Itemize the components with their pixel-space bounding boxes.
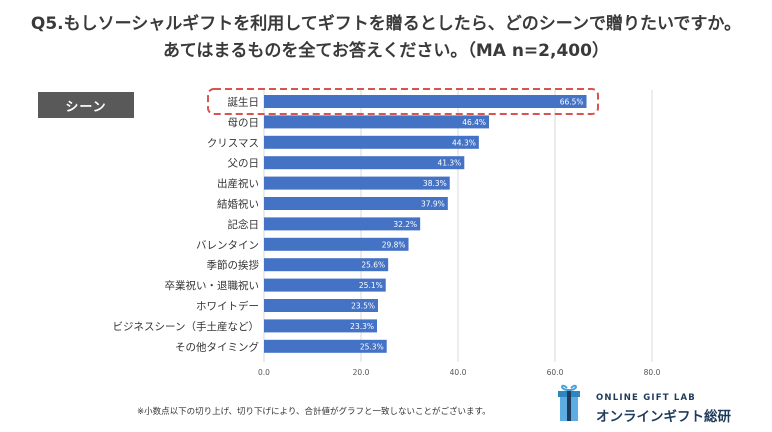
gift-box-icon [558, 384, 580, 421]
scene-label-tag: シーン [38, 92, 134, 118]
bar [264, 197, 448, 210]
value-label: 25.3% [360, 342, 384, 351]
value-label: 66.5% [560, 98, 584, 107]
footnote: ※小数点以下の切り上げ、切り下げにより、合計値がグラフと一致しないことがございま… [137, 407, 491, 417]
x-tick-label: 20.0 [353, 368, 370, 377]
highlight-box [207, 88, 599, 115]
bar [264, 95, 587, 108]
category-label: 父の日 [228, 158, 260, 170]
category-label: ホワイトデー [196, 300, 259, 313]
bar [264, 299, 378, 312]
category-label: 母の日 [228, 117, 260, 129]
bar [264, 176, 450, 190]
bar [264, 217, 421, 231]
category-label: ビジネスシーン（手土産など） [113, 320, 259, 333]
chart-title-line-2: あてはまるものを全てお答えください。（MA n=2,400） [163, 41, 609, 61]
bar [264, 278, 386, 292]
bar [264, 135, 479, 149]
value-label: 25.6% [361, 261, 385, 270]
logo-text-japanese: オンラインギフト総研 [596, 409, 731, 425]
bar [264, 258, 389, 272]
value-label: 41.3% [437, 159, 461, 168]
bar [264, 156, 465, 170]
value-label: 29.8% [382, 240, 406, 249]
category-label: 結婚祝い [217, 198, 259, 211]
value-label: 44.3% [452, 138, 476, 147]
x-tick-label: 80.0 [644, 368, 661, 377]
bar [264, 237, 409, 251]
bar [264, 319, 378, 333]
bar [264, 339, 387, 353]
value-label: 25.1% [359, 281, 383, 290]
category-label: 誕生日 [228, 96, 260, 109]
value-label: 32.2% [393, 220, 417, 229]
bar [264, 115, 490, 129]
logo-text-english: ONLINE GIFT LAB [596, 393, 696, 403]
x-tick-label: 60.0 [547, 368, 564, 377]
category-label: バレンタイン [196, 239, 259, 251]
category-label: 季節の挨拶 [207, 259, 260, 272]
value-label: 23.3% [350, 322, 374, 331]
x-tick-label: 0.0 [258, 368, 270, 377]
category-label: 出産祝い [217, 177, 259, 190]
value-label: 23.5% [351, 302, 375, 311]
x-tick-label: 40.0 [450, 368, 467, 377]
category-label: クリスマス [207, 137, 259, 149]
chart-title-line-1: Q5.もしソーシャルギフトを利用してギフトを贈るとしたら、どのシーンで贈りたいで… [30, 14, 742, 34]
value-label: 37.9% [421, 200, 445, 209]
category-label: 卒業祝い・退職祝い [165, 279, 260, 292]
category-label: その他タイミング [175, 340, 259, 353]
value-label: 46.4% [462, 118, 486, 127]
category-label: 記念日 [228, 218, 260, 231]
value-label: 38.3% [423, 179, 447, 188]
